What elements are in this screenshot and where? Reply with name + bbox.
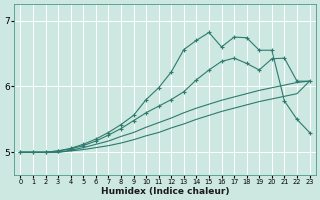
X-axis label: Humidex (Indice chaleur): Humidex (Indice chaleur) [101,187,229,196]
